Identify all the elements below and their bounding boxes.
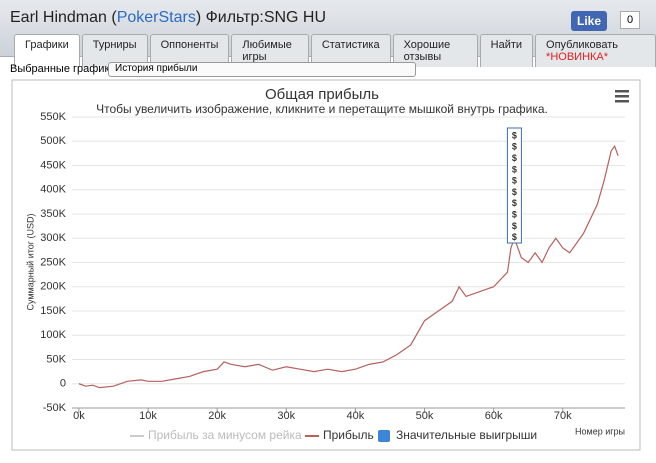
flag: $ (512, 142, 517, 152)
tab-label: Графики (25, 39, 69, 51)
flag: $ (512, 164, 517, 174)
y-tick-label: 300K (40, 232, 66, 244)
tab-label: Найти (490, 39, 523, 51)
tab[interactable]: Оппоненты (149, 34, 230, 67)
title-part: Earl Hindman ( (10, 9, 117, 26)
tab-label: Хорошие отзывы (403, 39, 451, 63)
tab-label: Любимые игры (242, 39, 292, 63)
x-tick-label: 10k (139, 410, 157, 422)
y-tick-label: 50K (46, 353, 66, 365)
selector-label: Выбранные графики: (10, 63, 119, 75)
y-axis-title: Суммарный итог (USD) (25, 213, 35, 310)
tab[interactable]: Турниры (81, 34, 148, 67)
legend-label: Значительные выигрыши (396, 428, 537, 442)
tab[interactable]: Статистика (310, 34, 391, 67)
x-tick-label: 30k (277, 410, 295, 422)
tab[interactable]: Любимые игры (231, 34, 309, 67)
flag-box (506, 127, 522, 244)
y-tick-label: 100K (40, 329, 66, 341)
y-tick-label: 500K (40, 135, 66, 147)
y-tick-label: 550K (40, 111, 66, 123)
tab[interactable]: Графики (14, 34, 80, 67)
tab[interactable]: Хорошие отзывы (392, 34, 478, 67)
legend-swatch (378, 430, 390, 442)
title-part: ) Фильтр:SNG HU (195, 9, 327, 26)
y-tick-label: 400K (40, 184, 66, 196)
y-tick-label: 0 (60, 378, 66, 390)
x-tick-label: 60k (485, 410, 503, 422)
y-tick-label: 350K (40, 208, 66, 220)
y-tick-label: 150K (40, 305, 66, 317)
tabs: Графики Турниры Оппоненты Любимые игры Стати… (14, 34, 656, 67)
menu-icon[interactable] (615, 90, 629, 103)
legend-label: Прибыль за минусом рейка (148, 428, 302, 442)
site-link[interactable]: PokerStars (116, 9, 196, 26)
flag: $ (512, 176, 517, 186)
flag: $ (512, 198, 517, 208)
tab[interactable]: Опубликовать *НОВИНКА* (535, 34, 656, 67)
flag: $ (512, 221, 517, 231)
tab-label: Опубликовать (546, 39, 618, 51)
flag: $ (512, 232, 517, 242)
tab-label: Статистика (321, 39, 380, 51)
profit-line (78, 144, 619, 389)
page-title: Earl Hindman (PokerStars) Фильтр:SNG HU (10, 9, 326, 27)
y-tick-label: 250K (40, 256, 66, 268)
title-bar: Earl Hindman (PokerStars) Фильтр:SNG HU … (0, 0, 656, 67)
tab-label: Турниры (92, 39, 137, 51)
selector[interactable]: История прибыли (108, 62, 416, 77)
tab[interactable]: Найти (479, 34, 534, 67)
legend-label: Прибыль (323, 428, 374, 442)
flag: $ (512, 130, 517, 140)
tab-label: Оппоненты (160, 39, 219, 51)
x-axis-title: Номер игры (575, 426, 625, 436)
flag: $ (512, 209, 517, 219)
chart-frame (11, 79, 641, 451)
y-tick-label: 200K (40, 281, 66, 293)
y-tick-label: -50K (43, 402, 67, 414)
x-tick-label: 20k (208, 410, 226, 422)
x-tick-label: 50k (416, 410, 434, 422)
flag: $ (512, 153, 517, 163)
y-tick-label: 450K (40, 159, 66, 171)
like-button[interactable]: Like (571, 11, 608, 31)
flag: $ (512, 187, 517, 197)
x-tick-label: 40k (347, 410, 365, 422)
x-tick-label: 0k (73, 410, 85, 422)
chart-title: Общая прибыль (265, 86, 379, 103)
tab-badge: *НОВИНКА* (546, 51, 609, 63)
x-tick-label: 70k (554, 410, 572, 422)
chart-subtitle: Чтобы увеличить изображение, кликните и … (96, 102, 548, 116)
like-count: 0 (620, 11, 641, 29)
